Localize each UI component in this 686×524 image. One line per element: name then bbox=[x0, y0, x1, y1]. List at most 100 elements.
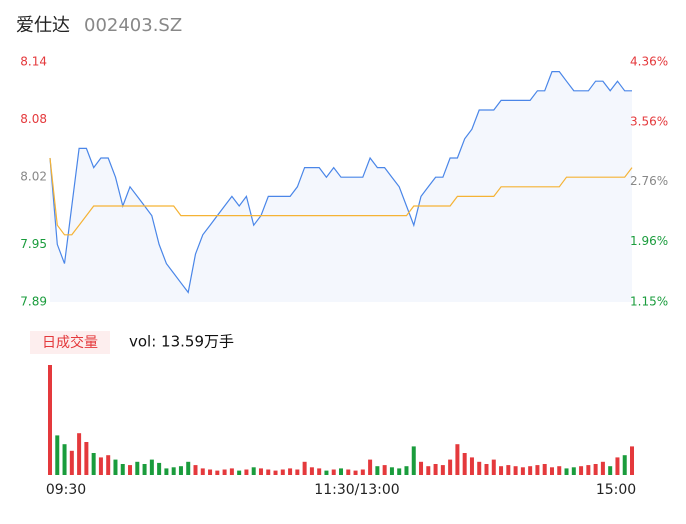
volume-bar bbox=[629, 446, 635, 475]
volume-bar bbox=[295, 469, 300, 475]
y-tick-label: 8.08 bbox=[20, 112, 47, 126]
volume-bar bbox=[506, 465, 511, 475]
volume-bar bbox=[535, 465, 540, 475]
volume-bar bbox=[615, 457, 620, 475]
volume-bar bbox=[157, 462, 162, 475]
x-tick-label: 11:30/13:00 bbox=[314, 482, 399, 498]
volume-bar bbox=[113, 459, 118, 475]
volume-bar bbox=[419, 461, 424, 475]
volume-bar bbox=[47, 365, 53, 475]
volume-bar bbox=[193, 465, 198, 475]
volume-bar bbox=[579, 466, 584, 475]
volume-bar bbox=[520, 467, 525, 475]
volume-annotation: vol: 13.59万手 bbox=[129, 333, 234, 351]
y2-tick-label: 1.96% bbox=[630, 234, 668, 248]
volume-bar bbox=[477, 461, 482, 475]
volume-bar bbox=[491, 459, 496, 475]
volume-bar bbox=[309, 467, 314, 475]
volume-bar bbox=[360, 469, 365, 475]
volume-bar bbox=[462, 453, 467, 475]
volume-bar bbox=[280, 469, 285, 475]
volume-bar bbox=[346, 469, 351, 475]
volume-bar bbox=[469, 457, 474, 475]
volume-bar bbox=[91, 453, 96, 475]
volume-bar bbox=[375, 466, 380, 475]
price-line bbox=[49, 71, 632, 294]
volume-bar bbox=[55, 435, 60, 475]
volume-bar bbox=[266, 469, 271, 475]
volume-bar bbox=[440, 465, 445, 475]
volume-bar bbox=[338, 468, 344, 475]
volume-bar bbox=[164, 468, 169, 475]
volume-bar bbox=[549, 467, 554, 475]
y2-tick-label: 4.36% bbox=[630, 55, 668, 69]
volume-bar bbox=[499, 466, 504, 475]
volume-bar bbox=[426, 466, 431, 475]
volume-bar bbox=[317, 468, 322, 475]
y-tick-label: 7.89 bbox=[20, 295, 47, 309]
volume-bar bbox=[397, 468, 402, 475]
volume-bar bbox=[178, 466, 183, 475]
volume-bar bbox=[77, 433, 82, 475]
volume-bar bbox=[484, 464, 489, 475]
y2-tick-label: 2.76% bbox=[630, 174, 668, 188]
volume-bar bbox=[571, 467, 576, 475]
volume-bar bbox=[251, 467, 256, 475]
volume-bar bbox=[84, 442, 89, 475]
stock-code: 002403.SZ bbox=[84, 15, 182, 36]
volume-bar bbox=[557, 466, 562, 475]
volume-bar bbox=[608, 466, 613, 475]
volume-bar bbox=[244, 469, 249, 475]
volume-bar bbox=[186, 461, 191, 475]
volume-bar bbox=[149, 459, 154, 475]
volume-bar bbox=[593, 464, 598, 475]
volume-bar bbox=[542, 464, 547, 475]
volume-bar bbox=[106, 455, 111, 475]
volume-bar bbox=[258, 468, 263, 475]
volume-bar bbox=[128, 465, 133, 475]
volume-bar bbox=[120, 464, 125, 475]
volume-bar bbox=[331, 469, 336, 475]
volume-bar bbox=[215, 470, 220, 475]
volume-bar bbox=[273, 470, 278, 475]
volume-bar bbox=[528, 466, 533, 475]
volume-bar bbox=[208, 469, 213, 475]
y-tick-label: 8.02 bbox=[20, 170, 47, 184]
volume-bar bbox=[455, 444, 460, 475]
y2-tick-label: 3.56% bbox=[630, 114, 668, 128]
x-tick-label: 15:00 bbox=[596, 482, 636, 498]
volume-bar bbox=[600, 461, 605, 475]
volume-bar bbox=[171, 467, 176, 475]
volume-bar bbox=[389, 467, 394, 475]
volume-bar bbox=[135, 461, 140, 475]
volume-bar bbox=[324, 470, 329, 475]
volume-bar bbox=[229, 468, 234, 475]
volume-legend: 日成交量 bbox=[42, 334, 98, 351]
volume-bar bbox=[368, 459, 373, 475]
volume-bar bbox=[404, 466, 409, 475]
volume-bar bbox=[62, 444, 67, 475]
price-area bbox=[50, 71, 632, 302]
volume-bar bbox=[69, 450, 74, 475]
y2-tick-label: 1.15% bbox=[630, 295, 668, 309]
volume-bar bbox=[513, 466, 518, 475]
y-tick-label: 8.14 bbox=[20, 55, 47, 69]
average-line bbox=[49, 157, 633, 236]
volume-bar bbox=[622, 455, 627, 475]
volume-bar bbox=[222, 469, 227, 475]
volume-bar bbox=[288, 468, 293, 475]
legend-box bbox=[30, 331, 110, 354]
volume-bar bbox=[237, 470, 242, 475]
volume-bar bbox=[142, 464, 147, 475]
volume-bar bbox=[433, 464, 438, 475]
volume-bar bbox=[302, 461, 307, 475]
y-tick-label: 7.95 bbox=[20, 237, 47, 251]
volume-bar bbox=[586, 465, 591, 475]
volume-bar bbox=[411, 446, 416, 475]
volume-bar bbox=[98, 457, 103, 475]
x-tick-label: 09:30 bbox=[46, 482, 86, 498]
volume-bar bbox=[448, 459, 453, 475]
stock-name: 爱仕达 bbox=[16, 15, 70, 36]
volume-bar bbox=[200, 468, 205, 475]
